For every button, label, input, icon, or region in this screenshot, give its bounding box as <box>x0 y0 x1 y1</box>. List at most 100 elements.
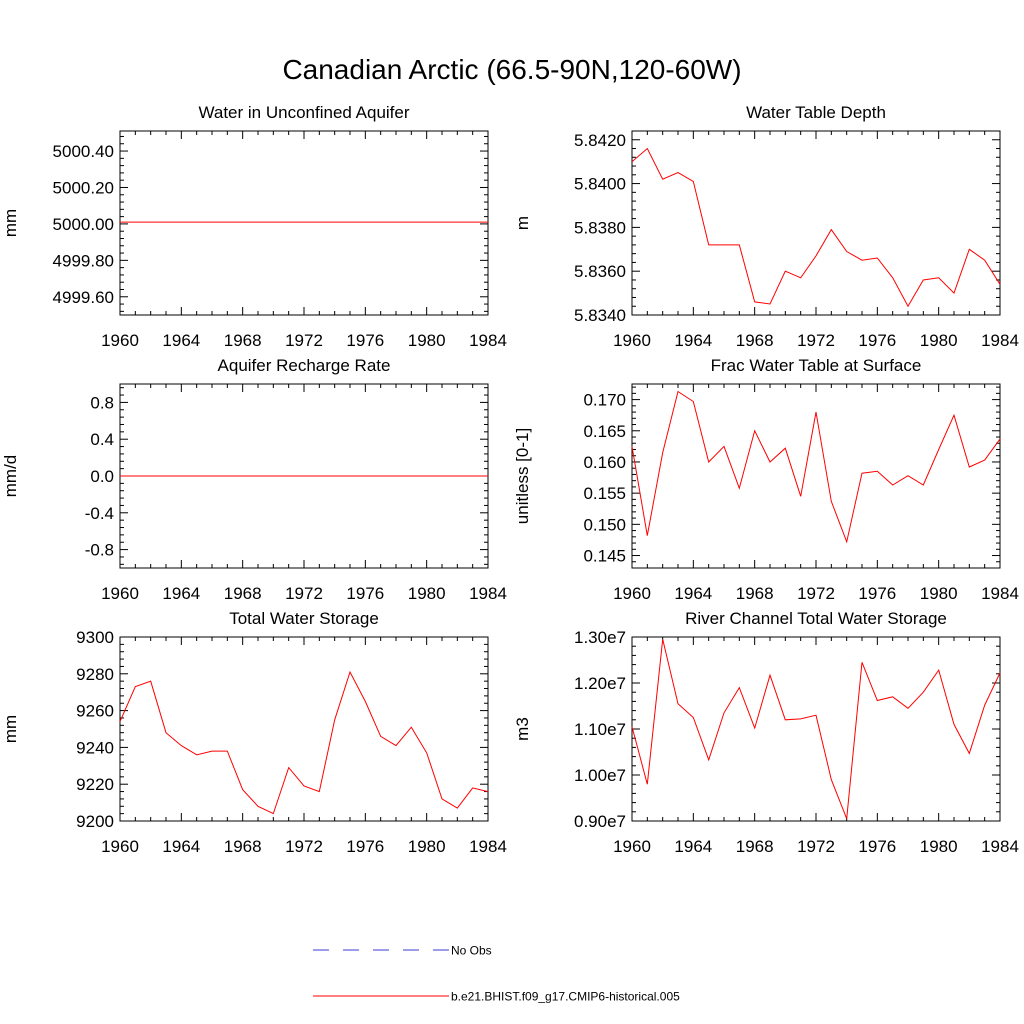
panel-title: Frac Water Table at Surface <box>711 356 922 375</box>
y-axis-label: unitless [0-1] <box>513 428 532 524</box>
plot-frame <box>631 130 1001 316</box>
panel-river-channel-total-water-storage: River Channel Total Water Storage m3 1960 1… <box>513 609 1019 856</box>
x-tick-label: 1976 <box>858 584 896 603</box>
y-axis-label: mm/d <box>1 455 20 498</box>
x-tick-label: 1964 <box>162 331 200 350</box>
y-tick-label: 0.8 <box>90 393 114 412</box>
panel-title: Water Table Depth <box>746 103 886 122</box>
y-tick-label: 0.160 <box>583 453 626 472</box>
x-tick-label: 1976 <box>346 837 384 856</box>
y-tick-label: 5.8360 <box>574 262 626 281</box>
legend: No Obs b.e21.BHIST.f09_g17.CMIP6-histori… <box>313 944 680 1004</box>
series-line <box>631 639 1001 819</box>
x-tick-label: 1968 <box>736 837 774 856</box>
x-tick-label: 1984 <box>469 837 507 856</box>
panel-water-table-depth: Water Table Depth m 1960 1964 1968 1972 1976 19… <box>513 103 1019 350</box>
series-line <box>631 147 1001 308</box>
x-tick-label: 1960 <box>101 837 139 856</box>
legend-label-no-obs: No Obs <box>451 944 492 958</box>
y-tick-label: 0.145 <box>583 547 626 566</box>
y-tick-label: 0.155 <box>583 484 626 503</box>
x-tick-label: 1972 <box>797 837 835 856</box>
x-tick-label: 1980 <box>920 584 958 603</box>
x-tick-label: 1984 <box>469 584 507 603</box>
y-tick-label: 9220 <box>76 775 114 794</box>
x-tick-label: 1960 <box>101 331 139 350</box>
panel-title: Water in Unconfined Aquifer <box>198 103 409 122</box>
x-tick-label: 1968 <box>224 837 262 856</box>
panel-water-in-unconfined-aquifer: Water in Unconfined Aquifer mm 1960 1964 196… <box>1 103 507 350</box>
y-tick-label: 0.165 <box>583 422 626 441</box>
x-tick-label: 1960 <box>613 584 651 603</box>
x-tick-label: 1976 <box>858 837 896 856</box>
x-tick-label: 1976 <box>858 331 896 350</box>
y-tick-label: 4999.60 <box>53 288 114 307</box>
x-tick-label: 1964 <box>674 837 712 856</box>
y-tick-label: 5.8380 <box>574 218 626 237</box>
x-tick-label: 1980 <box>408 331 446 350</box>
x-tick-label: 1980 <box>920 331 958 350</box>
panel-title: Aquifer Recharge Rate <box>218 356 391 375</box>
x-tick-label: 1960 <box>613 837 651 856</box>
y-tick-label: 9240 <box>76 738 114 757</box>
y-axis-label: m <box>513 216 532 230</box>
y-axis-label: mm <box>1 209 20 237</box>
y-tick-label: 9300 <box>76 628 114 647</box>
y-tick-label: 0.0 <box>90 467 114 486</box>
y-tick-label: 0.170 <box>583 391 626 410</box>
x-tick-label: 1968 <box>736 331 774 350</box>
x-tick-label: 1984 <box>981 837 1019 856</box>
chart-panels: Water in Unconfined Aquifer mm 1960 1964 196… <box>1 103 1019 856</box>
y-tick-label: 5.8340 <box>574 306 626 325</box>
x-tick-label: 1968 <box>224 331 262 350</box>
series-line <box>119 670 489 815</box>
y-tick-label: 5.8400 <box>574 175 626 194</box>
plot-frame <box>631 636 1001 822</box>
x-tick-label: 1972 <box>797 584 835 603</box>
y-tick-label: 5.8420 <box>574 131 626 150</box>
panel-title: Total Water Storage <box>229 609 379 628</box>
x-tick-label: 1968 <box>736 584 774 603</box>
x-tick-label: 1984 <box>469 331 507 350</box>
x-tick-label: 1972 <box>797 331 835 350</box>
x-tick-label: 1980 <box>920 837 958 856</box>
x-tick-label: 1972 <box>285 331 323 350</box>
y-tick-label: 5000.40 <box>53 142 114 161</box>
x-tick-label: 1980 <box>408 584 446 603</box>
x-tick-label: 1976 <box>346 584 384 603</box>
y-tick-label: 9280 <box>76 665 114 684</box>
y-tick-label: -0.8 <box>85 541 114 560</box>
panel-total-water-storage: Total Water Storage mm 1960 1964 1968 1972 197… <box>1 609 507 856</box>
series-line <box>631 390 1001 544</box>
panel-frac-water-table-at-surface: Frac Water Table at Surface unitless [0-1… <box>513 356 1019 603</box>
x-tick-label: 1976 <box>346 331 384 350</box>
y-axis-label: mm <box>1 715 20 743</box>
y-tick-label: 5000.20 <box>53 178 114 197</box>
x-tick-label: 1980 <box>408 837 446 856</box>
x-tick-label: 1964 <box>162 584 200 603</box>
y-tick-label: 9260 <box>76 702 114 721</box>
y-tick-label: 1.10e7 <box>574 720 626 739</box>
y-tick-label: 0.150 <box>583 515 626 534</box>
x-tick-label: 1964 <box>674 584 712 603</box>
y-tick-label: 4999.80 <box>53 251 114 270</box>
x-tick-label: 1972 <box>285 837 323 856</box>
y-tick-label: 1.20e7 <box>574 674 626 693</box>
x-tick-label: 1964 <box>162 837 200 856</box>
x-tick-label: 1972 <box>285 584 323 603</box>
x-tick-label: 1960 <box>101 584 139 603</box>
x-tick-label: 1984 <box>981 584 1019 603</box>
y-tick-label: 5000.00 <box>53 215 114 234</box>
plot-frame <box>119 636 489 822</box>
x-tick-label: 1984 <box>981 331 1019 350</box>
y-axis-label: m3 <box>513 717 532 741</box>
y-tick-label: 0.90e7 <box>574 812 626 831</box>
page-title: Canadian Arctic (66.5-90N,120-60W) <box>282 54 742 85</box>
panel-aquifer-recharge-rate: Aquifer Recharge Rate mm/d 1960 1964 1968 197… <box>1 356 507 603</box>
x-tick-label: 1968 <box>224 584 262 603</box>
y-tick-label: 9200 <box>76 812 114 831</box>
y-tick-label: 1.00e7 <box>574 766 626 785</box>
x-tick-label: 1960 <box>613 331 651 350</box>
y-tick-label: 1.30e7 <box>574 628 626 647</box>
